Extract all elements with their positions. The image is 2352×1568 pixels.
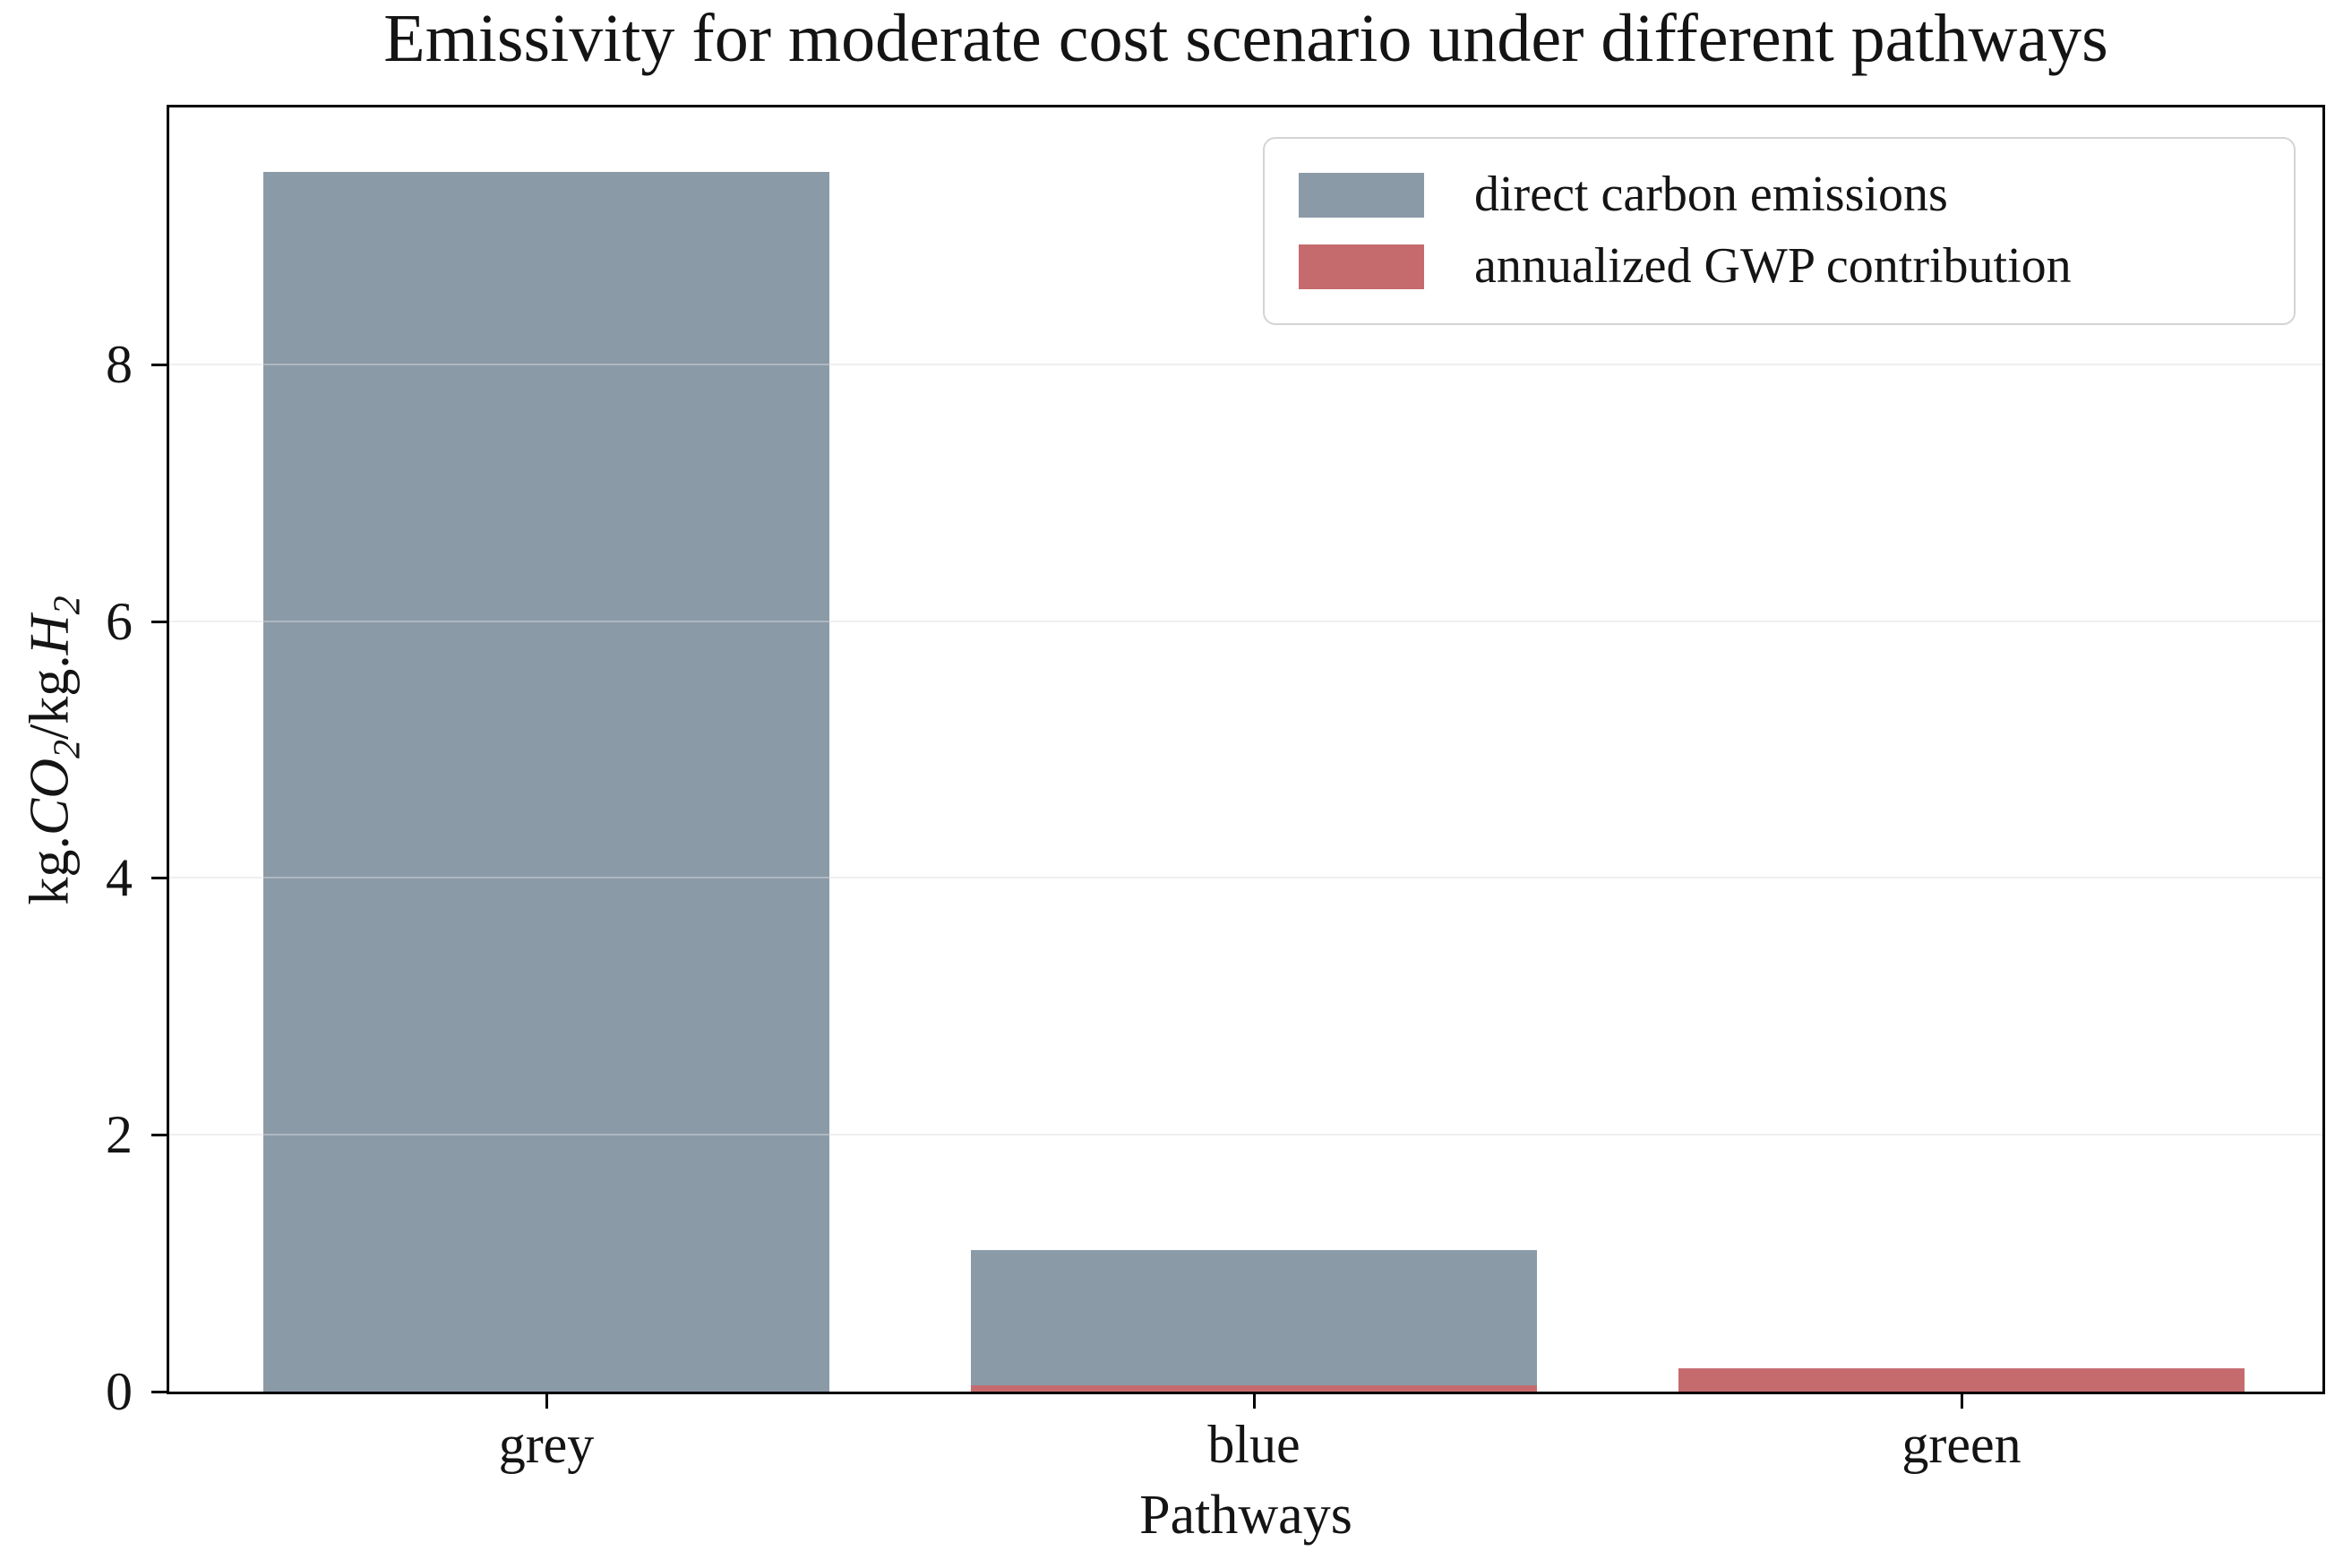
x-tick-mark (1961, 1394, 1963, 1409)
y-axis-label-co: CO (19, 758, 81, 836)
gridline (169, 363, 2322, 365)
x-tick-mark (1253, 1394, 1256, 1409)
legend-item-direct: direct carbon emissions (1299, 167, 2294, 223)
y-tick-label: 4 (106, 848, 133, 908)
y-tick-mark (151, 620, 167, 623)
x-tick-label: blue (1207, 1415, 1300, 1474)
y-tick-mark (151, 363, 167, 366)
y-axis-label-co-sub: 2 (46, 739, 89, 759)
bar-blue-direct (971, 1250, 1537, 1392)
legend-swatch-gwp (1299, 244, 1424, 289)
chart-title: Emissivity for moderate cost scenario un… (383, 1, 2108, 76)
gridline (169, 620, 2322, 622)
x-tick-label: grey (498, 1415, 595, 1474)
y-tick-label: 2 (106, 1105, 133, 1165)
legend-label-direct: direct carbon emissions (1474, 167, 1948, 223)
y-tick-label: 6 (106, 591, 133, 651)
x-tick-mark (545, 1394, 548, 1409)
gridline (169, 877, 2322, 879)
legend-item-gwp: annualized GWP contribution (1299, 238, 2294, 295)
legend-swatch-direct (1299, 173, 1424, 218)
x-axis-label: Pathways (1139, 1485, 1352, 1546)
y-tick-label: 8 (106, 334, 133, 394)
bar-green-gwp (1678, 1368, 2245, 1392)
legend: direct carbon emissions annualized GWP c… (1263, 137, 2296, 325)
gridline (169, 1134, 2322, 1136)
y-tick-mark (151, 1391, 167, 1393)
bar-blue-gwp (971, 1384, 1537, 1392)
gridline (169, 620, 2322, 622)
bar-grey-direct (263, 171, 829, 1392)
x-tick-label: green (1901, 1415, 2022, 1474)
gridline (169, 1134, 2322, 1136)
y-axis-label-unit2: /kg. (19, 655, 81, 740)
gridline (169, 877, 2322, 879)
y-tick-label: 0 (106, 1362, 133, 1421)
y-tick-mark (151, 1134, 167, 1137)
legend-label-gwp: annualized GWP contribution (1474, 238, 2072, 294)
gridline (169, 363, 2322, 365)
y-tick-mark (151, 877, 167, 880)
